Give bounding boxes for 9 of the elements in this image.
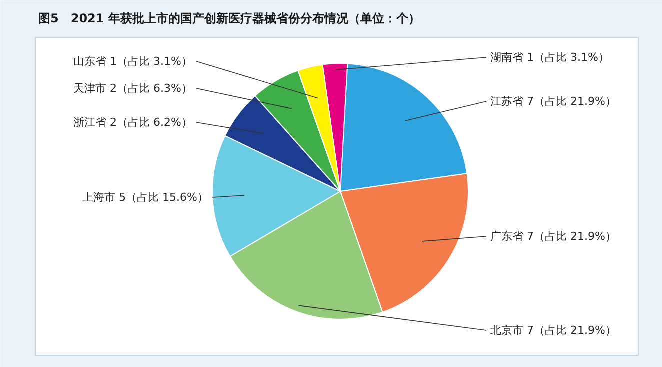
slice-label: 天津市 2（占比 6.3%） xyxy=(74,82,192,95)
slice-label: 山东省 1（占比 3.1%） xyxy=(74,55,192,68)
chart-title: 图5 2021 年获批上市的国产创新医疗器械省份分布情况（单位：个） xyxy=(38,12,420,26)
slice-label: 广东省 7（占比 21.9%） xyxy=(490,230,616,243)
slice-label: 江苏省 7（占比 21.9%） xyxy=(490,95,616,108)
slice-label: 上海市 5（占比 15.6%） xyxy=(82,191,208,204)
slice-label: 北京市 7（占比 21.9%） xyxy=(490,324,616,337)
slice-label: 浙江省 2（占比 6.2%） xyxy=(74,116,192,129)
slice-label: 湖南省 1（占比 3.1%） xyxy=(490,51,610,64)
